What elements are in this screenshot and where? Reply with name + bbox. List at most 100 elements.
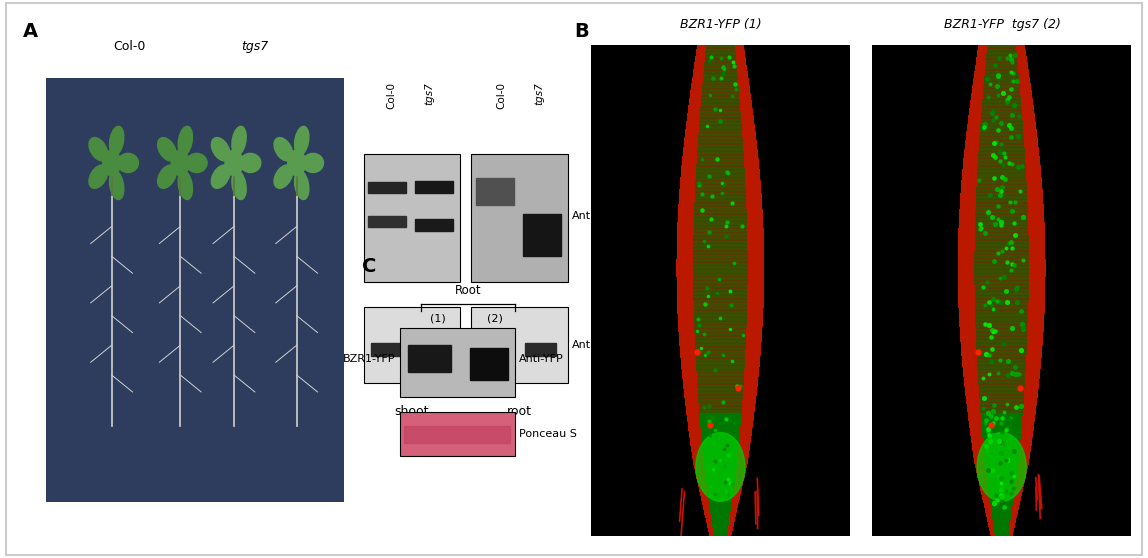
Point bbox=[711, 314, 729, 323]
Text: shoot: shoot bbox=[395, 405, 429, 417]
Ellipse shape bbox=[303, 153, 324, 172]
Point bbox=[690, 178, 708, 187]
Point bbox=[701, 214, 720, 223]
Point bbox=[994, 407, 1013, 416]
Ellipse shape bbox=[157, 165, 177, 188]
Point bbox=[974, 403, 992, 412]
Point bbox=[696, 351, 714, 360]
Point bbox=[985, 401, 1003, 410]
Bar bbox=[369, 216, 406, 227]
Ellipse shape bbox=[171, 150, 189, 176]
Point bbox=[992, 490, 1010, 499]
Point bbox=[978, 425, 996, 434]
Text: A: A bbox=[23, 22, 38, 41]
Point bbox=[701, 90, 720, 99]
Point bbox=[992, 478, 1010, 487]
Point bbox=[722, 301, 740, 310]
Point bbox=[734, 331, 752, 340]
Bar bbox=[364, 307, 460, 383]
Ellipse shape bbox=[274, 165, 293, 188]
Point bbox=[1009, 163, 1027, 172]
Point bbox=[994, 489, 1013, 498]
Point bbox=[706, 426, 724, 435]
Point bbox=[721, 479, 739, 488]
Ellipse shape bbox=[232, 126, 246, 155]
Point bbox=[982, 356, 1000, 365]
Point bbox=[1002, 132, 1021, 141]
Text: tgs7: tgs7 bbox=[425, 83, 434, 105]
Point bbox=[724, 61, 743, 70]
Point bbox=[987, 490, 1006, 499]
Point bbox=[718, 218, 736, 227]
Bar bbox=[522, 214, 561, 256]
Point bbox=[1001, 478, 1019, 487]
Text: B: B bbox=[574, 22, 589, 41]
Point bbox=[1001, 68, 1019, 77]
Point bbox=[696, 300, 714, 309]
Text: Anti-BZR1: Anti-BZR1 bbox=[572, 211, 628, 221]
Point bbox=[985, 174, 1003, 183]
Point bbox=[998, 297, 1016, 306]
Point bbox=[720, 52, 738, 61]
Point bbox=[983, 344, 1001, 353]
Text: tgs7: tgs7 bbox=[241, 40, 269, 52]
Point bbox=[1014, 323, 1032, 332]
Point bbox=[1000, 415, 1018, 424]
Point bbox=[993, 413, 1011, 422]
Point bbox=[974, 282, 992, 291]
Point bbox=[707, 288, 726, 297]
Point bbox=[714, 69, 732, 78]
Point bbox=[988, 90, 1007, 99]
Point bbox=[978, 74, 996, 83]
Bar bbox=[475, 178, 514, 205]
Point bbox=[977, 441, 995, 450]
Point bbox=[716, 478, 735, 487]
Point bbox=[695, 329, 713, 338]
Ellipse shape bbox=[109, 126, 124, 155]
Point bbox=[732, 221, 751, 230]
Bar bbox=[409, 345, 451, 372]
Point bbox=[695, 402, 713, 411]
Ellipse shape bbox=[274, 138, 293, 161]
Point bbox=[987, 296, 1006, 305]
Ellipse shape bbox=[186, 153, 207, 172]
Point bbox=[999, 371, 1017, 380]
Point bbox=[987, 496, 1006, 504]
Point bbox=[982, 333, 1000, 341]
Point bbox=[723, 57, 742, 66]
Point bbox=[990, 72, 1008, 81]
Point bbox=[983, 212, 1001, 221]
Point bbox=[690, 320, 708, 329]
Ellipse shape bbox=[178, 171, 193, 200]
Ellipse shape bbox=[157, 138, 177, 161]
Point bbox=[986, 219, 1004, 228]
Point bbox=[722, 479, 740, 488]
Point bbox=[1002, 265, 1021, 274]
Point bbox=[703, 192, 721, 201]
Point bbox=[1002, 55, 1021, 64]
Point bbox=[699, 242, 718, 251]
Point bbox=[1003, 324, 1022, 333]
Point bbox=[715, 461, 734, 470]
Bar bbox=[472, 155, 567, 282]
Point bbox=[992, 459, 1010, 468]
Point bbox=[984, 305, 1002, 314]
Point bbox=[985, 139, 1003, 148]
Point bbox=[993, 428, 1011, 437]
Bar bbox=[416, 219, 453, 231]
Point bbox=[987, 477, 1006, 486]
Point bbox=[986, 113, 1004, 122]
Point bbox=[1010, 186, 1029, 195]
Point bbox=[1000, 238, 1018, 247]
Point bbox=[714, 397, 732, 406]
Point bbox=[1011, 306, 1030, 315]
Point bbox=[987, 184, 1006, 193]
Point bbox=[992, 449, 1010, 458]
Text: BZR1-YFP (1): BZR1-YFP (1) bbox=[680, 18, 762, 31]
Point bbox=[976, 419, 994, 428]
Point bbox=[988, 475, 1007, 484]
Point bbox=[990, 126, 1008, 134]
Point bbox=[716, 415, 735, 424]
Point bbox=[1003, 243, 1022, 252]
Point bbox=[992, 118, 1010, 127]
